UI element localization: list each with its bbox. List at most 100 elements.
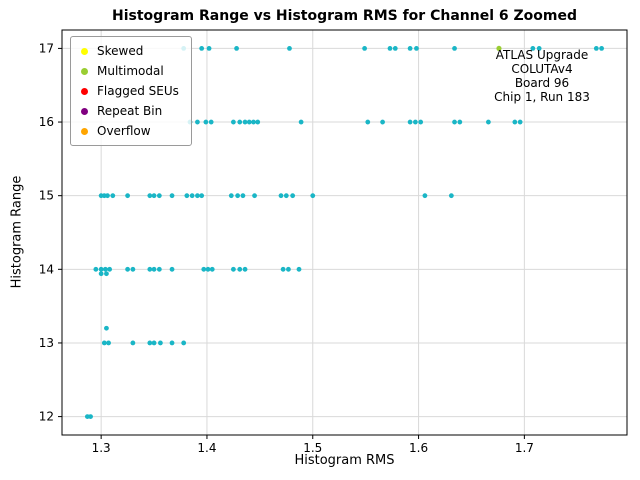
scatter-point-channel-points — [255, 119, 261, 125]
scatter-point-channel-points — [310, 193, 316, 199]
annotation-line: COLUTAv4 — [511, 62, 573, 76]
y-tick-label: 15 — [39, 189, 54, 203]
scatter-point-channel-points — [418, 119, 424, 125]
scatter-point-channel-points — [98, 266, 104, 272]
scatter-point-channel-points — [593, 46, 599, 51]
scatter-point-channel-points — [147, 266, 153, 272]
legend-item: Multimodal — [81, 64, 179, 78]
scatter-point-channel-points — [98, 271, 104, 277]
y-tick-label: 12 — [39, 410, 54, 424]
scatter-point-channel-points — [599, 46, 605, 51]
scatter-point-channel-points — [448, 193, 454, 199]
legend-marker-icon — [81, 47, 88, 55]
scatter-point-channel-points — [201, 266, 207, 272]
scatter-point-channel-points — [195, 193, 200, 199]
scatter-point-channel-points — [156, 193, 162, 199]
scatter-point-channel-points — [104, 271, 109, 277]
scatter-point-channel-points — [209, 266, 215, 272]
scatter-point-channel-points — [235, 193, 241, 199]
scatter-point-channel-points — [101, 340, 107, 346]
scatter-point-channel-points — [107, 266, 113, 272]
scatter-point-channel-points — [387, 46, 393, 51]
scatter-point-channel-points — [296, 266, 302, 272]
scatter-point-channel-points — [88, 414, 93, 419]
legend-marker-icon — [81, 67, 88, 75]
scatter-point-channel-points — [237, 119, 243, 125]
scatter-point-channel-points — [251, 119, 256, 125]
scatter-point-channel-points — [181, 340, 187, 346]
scatter-point-channel-points — [93, 266, 99, 272]
legend: Skewed Multimodal Flagged SEUs Repeat Bin Ov… — [70, 36, 192, 146]
legend-label: Flagged SEUs — [97, 84, 179, 98]
x-tick-label: 1.3 — [92, 441, 111, 455]
scatter-point-channel-points — [242, 266, 248, 272]
scatter-point-channel-points — [280, 266, 286, 272]
annotation-line: ATLAS Upgrade — [495, 48, 589, 62]
scatter-point-channel-points — [252, 193, 257, 199]
y-tick-label: 16 — [39, 115, 54, 129]
legend-item: Overflow — [81, 124, 179, 138]
legend-item: Skewed — [81, 44, 179, 58]
scatter-point-channel-points — [414, 46, 419, 51]
axes-spines — [61, 29, 628, 436]
scatter-point-channel-points — [234, 46, 239, 51]
scatter-point-channel-points — [286, 266, 291, 272]
legend-label: Multimodal — [97, 64, 164, 78]
scatter-point-channel-points — [457, 119, 463, 125]
scatter-point-channel-points — [242, 119, 248, 125]
scatter-point-channel-points — [485, 119, 491, 125]
scatter-point-channel-points — [517, 119, 523, 125]
legend-marker-icon — [81, 87, 88, 95]
scatter-point-channel-points — [169, 193, 175, 199]
scatter-point-channel-points — [530, 46, 536, 51]
scatter-point-channel-points — [208, 119, 214, 125]
x-tick-label: 1.4 — [197, 441, 216, 455]
annotation-line: Chip 1, Run 183 — [494, 90, 590, 104]
scatter-point-channel-points — [362, 46, 368, 51]
scatter-point-channel-points — [151, 340, 157, 346]
scatter-point-channel-points — [536, 46, 542, 51]
scatter-point-channel-points — [231, 266, 236, 272]
scatter-point-channel-points — [147, 340, 153, 346]
x-axis-label: Histogram RMS — [294, 453, 395, 468]
legend-label: Skewed — [97, 44, 144, 58]
scatter-point-channel-points — [246, 119, 252, 125]
scatter-point-channel-points — [102, 266, 108, 272]
scatter-point-channel-points — [105, 193, 110, 199]
annotation-text: ATLAS Upgrade COLUTAv4 Board 96 Chip 1, Run… — [462, 48, 622, 104]
scatter-point-channel-points — [452, 119, 457, 125]
scatter-point-channel-points — [110, 193, 116, 199]
scatter-point-channel-points — [290, 193, 296, 199]
scatter-point-channel-points — [156, 266, 162, 272]
scatter-point-channel-points — [130, 266, 136, 272]
scatter-point-channel-points — [106, 340, 111, 346]
legend-item: Repeat Bin — [81, 104, 179, 118]
legend-marker-icon — [81, 107, 88, 115]
scatter-point-channel-points — [169, 340, 175, 346]
scatter-point-channel-points — [512, 119, 518, 125]
scatter-point-channel-points — [199, 46, 205, 51]
scatter-point-channel-points — [392, 46, 398, 51]
scatter-point-channel-points — [206, 46, 212, 51]
scatter-point-channel-points — [365, 119, 371, 125]
scatter-point-channel-points — [380, 119, 385, 125]
scatter-point-channel-points — [287, 46, 292, 51]
scatter-point-channel-points — [104, 325, 109, 331]
scatter-point-channel-points — [157, 340, 163, 346]
legend-item: Flagged SEUs — [81, 84, 179, 98]
y-tick-label: 17 — [39, 41, 54, 55]
scatter-point-channel-points — [407, 46, 413, 51]
y-axis-label: Histogram Range — [9, 175, 25, 289]
scatter-point-channel-points — [151, 266, 157, 272]
x-tick-label: 1.7 — [515, 441, 534, 455]
x-tick-label: 1.5 — [303, 441, 322, 455]
legend-label: Overflow — [97, 124, 151, 138]
scatter-point-channel-points — [231, 119, 236, 125]
scatter-point-multimodal-points — [496, 45, 502, 52]
scatter-point-channel-points — [147, 193, 153, 199]
legend-marker-icon — [81, 127, 88, 135]
scatter-point-channel-points — [228, 193, 234, 199]
scatter-point-channel-points — [130, 340, 136, 346]
annotation-line: Board 96 — [514, 76, 570, 90]
scatter-point-channel-points — [412, 119, 418, 125]
